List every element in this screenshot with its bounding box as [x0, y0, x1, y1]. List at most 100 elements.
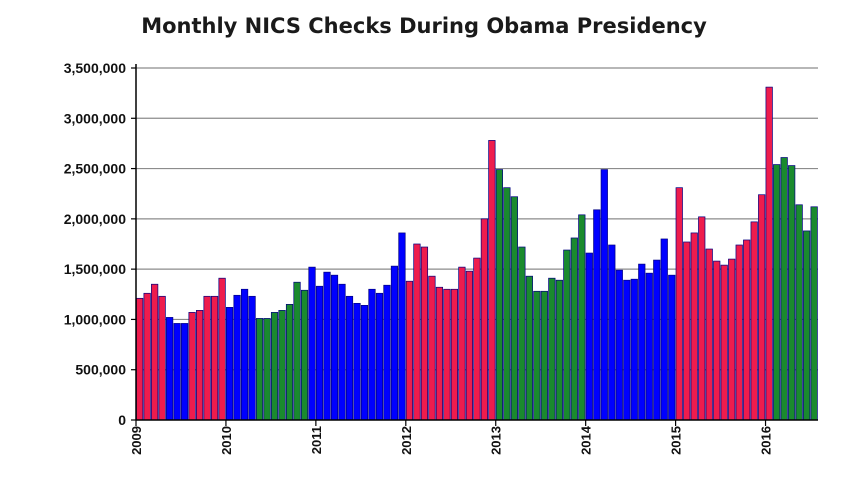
bar — [330, 274, 339, 421]
y-tick-label: 2,500,000 — [64, 161, 126, 177]
bar — [255, 318, 264, 421]
bar — [323, 271, 331, 421]
bar — [488, 140, 496, 421]
bar — [315, 285, 324, 421]
bar — [698, 216, 706, 421]
bar — [181, 323, 189, 421]
bar — [630, 278, 638, 421]
bar — [428, 275, 436, 421]
bar — [720, 264, 728, 421]
bar — [338, 283, 346, 421]
bar — [203, 295, 211, 421]
bar — [728, 258, 736, 421]
bar — [615, 269, 623, 421]
bar — [166, 317, 174, 421]
x-tick-label: 2016 — [759, 426, 774, 455]
y-tick-label: 500,000 — [75, 362, 126, 378]
bar — [578, 214, 586, 421]
bar — [713, 260, 721, 421]
bar — [233, 294, 241, 421]
bar — [660, 238, 668, 421]
bar — [248, 295, 256, 421]
bar — [278, 310, 286, 421]
bar — [773, 164, 781, 421]
chart-title: Monthly NICS Checks During Obama Preside… — [141, 14, 707, 38]
bar — [473, 257, 481, 421]
bar — [383, 284, 391, 421]
bar — [308, 266, 316, 421]
bar — [675, 187, 683, 421]
bar — [143, 292, 151, 421]
bar — [420, 246, 429, 421]
bar — [285, 303, 294, 421]
x-tick-label: 2015 — [669, 426, 684, 455]
bar — [225, 307, 234, 421]
bar — [608, 244, 616, 421]
bar — [398, 232, 406, 421]
bar — [443, 288, 451, 421]
bar — [668, 274, 676, 421]
bar — [503, 187, 511, 421]
bar — [218, 277, 226, 421]
bar — [518, 246, 526, 421]
y-tick-label: 0 — [118, 412, 126, 428]
bar — [151, 283, 159, 421]
bar — [563, 249, 571, 421]
bar — [735, 244, 743, 421]
bar — [136, 297, 144, 421]
bar — [780, 157, 788, 421]
bar — [480, 218, 488, 421]
bar — [345, 295, 354, 421]
bar — [263, 318, 271, 421]
y-tick-label: 1,500,000 — [64, 261, 126, 277]
bar — [495, 169, 503, 421]
bar — [765, 86, 773, 421]
bar — [240, 288, 249, 421]
bar — [803, 230, 811, 421]
bar — [623, 279, 631, 421]
bar — [300, 289, 309, 421]
bar — [196, 310, 204, 421]
bar — [390, 265, 399, 421]
x-tick-label: 2011 — [309, 426, 324, 454]
bar — [173, 323, 181, 421]
bar — [600, 169, 608, 421]
x-tick-label: 2014 — [579, 425, 594, 455]
bar — [653, 259, 661, 421]
y-tick-label: 2,000,000 — [64, 211, 126, 227]
bar — [413, 243, 421, 421]
bar — [743, 239, 751, 421]
bar — [450, 288, 459, 421]
bar — [533, 290, 541, 421]
bar — [638, 263, 646, 421]
bar — [458, 266, 466, 421]
bar — [360, 304, 369, 421]
bar — [690, 232, 698, 421]
bar — [525, 275, 533, 421]
y-tick-label: 3,500,000 — [64, 60, 126, 76]
x-tick-label: 2012 — [399, 426, 414, 455]
x-tick-label: 2010 — [219, 426, 234, 455]
bar — [188, 312, 196, 421]
y-tick-label: 3,000,000 — [64, 110, 126, 126]
bar — [540, 290, 548, 421]
bar — [758, 194, 766, 421]
bar — [750, 221, 758, 421]
bar — [210, 295, 219, 421]
bar — [705, 248, 713, 421]
bar — [158, 295, 166, 421]
y-tick-label: 1,000,000 — [64, 311, 126, 327]
bar — [510, 196, 518, 421]
bar — [293, 281, 301, 421]
bar — [405, 280, 414, 421]
bar — [555, 279, 563, 421]
bar — [465, 270, 474, 421]
bar — [368, 288, 376, 421]
x-tick-label: 2009 — [129, 426, 144, 455]
bar — [593, 209, 601, 421]
bar — [548, 277, 556, 421]
bar — [645, 272, 653, 421]
bar — [585, 252, 593, 421]
